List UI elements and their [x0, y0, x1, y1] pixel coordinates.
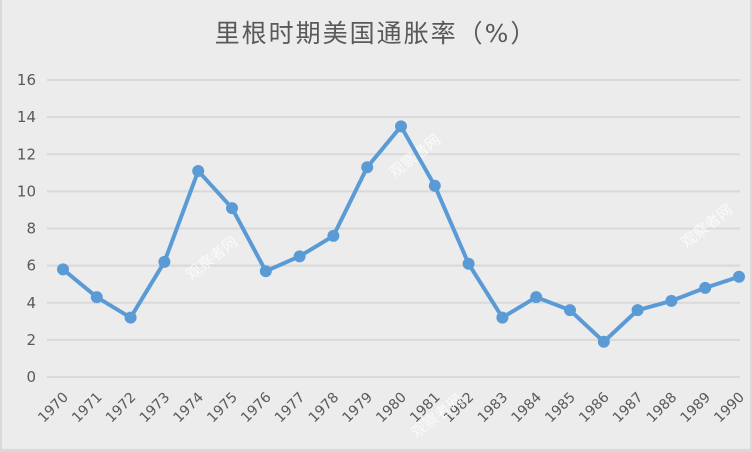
y-tick-label: 14 [17, 108, 36, 126]
data-point-1987 [631, 304, 644, 317]
gridlines [47, 79, 740, 378]
y-tick-label: 16 [17, 71, 36, 89]
x-tick-label: 1980 [373, 390, 410, 427]
y-tick-label: 8 [26, 220, 36, 238]
data-point-1970 [57, 263, 69, 276]
x-tick-label: 1976 [238, 389, 275, 426]
data-point-1983 [496, 311, 509, 324]
x-tick-label: 1977 [272, 390, 309, 427]
data-point-1990 [733, 270, 745, 283]
data-point-1984 [530, 291, 543, 304]
data-point-1978 [327, 229, 340, 242]
data-point-1988 [665, 294, 678, 307]
data-point-1976 [259, 265, 272, 278]
x-tick-label: 1971 [69, 390, 106, 427]
data-point-1972 [124, 311, 137, 324]
y-tick-label: 0 [26, 368, 36, 386]
x-tick-label: 1975 [204, 390, 241, 427]
data-point-1985 [564, 304, 576, 317]
y-tick-label: 2 [26, 331, 36, 349]
x-axis-labels: 1970197119721973197419751976197719781979… [35, 389, 748, 426]
x-tick-label: 1985 [542, 390, 579, 427]
y-tick-label: 6 [26, 257, 36, 275]
data-point-1980 [395, 120, 407, 133]
x-tick-label: 1984 [509, 389, 546, 426]
y-tick-label: 10 [17, 182, 36, 200]
x-tick-label: 1978 [306, 390, 343, 427]
y-axis-labels: 0 2 4 6 8 10 12 14 16 [17, 71, 36, 386]
watermark-text: 观察者网 [386, 130, 444, 181]
data-point-1982 [462, 257, 475, 270]
y-tick-label: 12 [17, 145, 36, 163]
x-tick-label: 1990 [711, 390, 748, 427]
data-point-1971 [90, 291, 103, 304]
data-point-1974 [192, 164, 205, 177]
y-tick-label: 4 [26, 294, 36, 312]
watermark-text: 观察者网 [183, 232, 241, 283]
x-tick-label: 1970 [35, 390, 72, 427]
x-tick-label: 1973 [137, 390, 174, 427]
data-markers [57, 120, 745, 348]
x-tick-label: 1986 [576, 389, 613, 426]
x-tick-label: 1988 [644, 390, 681, 427]
data-point-1973 [158, 255, 171, 268]
watermark-text: 观察者网 [678, 200, 736, 251]
data-point-1981 [428, 179, 441, 192]
data-point-1975 [226, 202, 238, 215]
x-tick-label: 1983 [475, 390, 512, 427]
x-tick-label: 1974 [171, 389, 208, 426]
x-tick-label: 1987 [610, 390, 647, 427]
data-point-1977 [293, 250, 306, 263]
chart-title: 里根时期美国通胀率（%） [214, 19, 538, 48]
x-tick-label: 1979 [340, 390, 377, 427]
x-tick-label: 1989 [678, 390, 715, 427]
data-point-1986 [597, 335, 610, 348]
x-tick-label: 1972 [103, 390, 140, 427]
data-point-1989 [699, 281, 712, 294]
data-point-1979 [361, 161, 374, 174]
